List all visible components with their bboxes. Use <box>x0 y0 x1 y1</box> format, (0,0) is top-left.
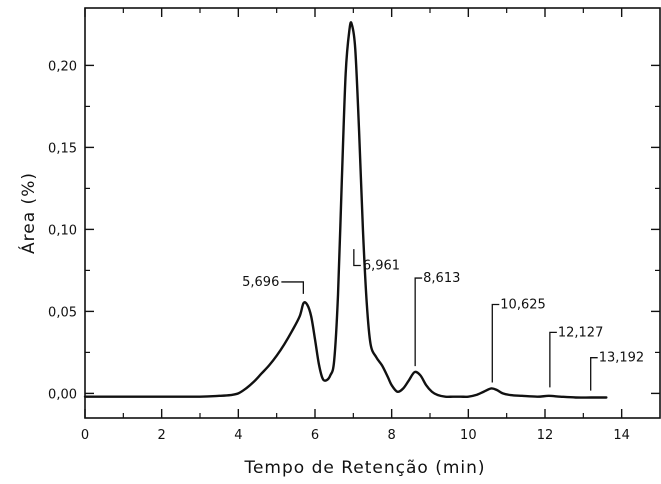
y-tick-label: 0,05 <box>48 305 77 320</box>
peak-annotations: 5,696 6,961 8,613 10,625 12,127 13,192 <box>242 249 644 391</box>
peak-label: 6,961 <box>363 258 400 273</box>
x-tick-label: 8 <box>388 428 396 443</box>
x-tick-label: 2 <box>158 428 166 443</box>
series-line <box>83 21 608 399</box>
leader-line <box>491 303 500 383</box>
y-tick-label: 0,00 <box>48 387 77 402</box>
y-tick-label: 0,20 <box>48 59 77 74</box>
peak-label: 10,625 <box>500 297 545 312</box>
peak-label: 8,613 <box>423 271 460 286</box>
axis-ticks <box>84 8 660 418</box>
peak-annotation: 12,127 <box>549 325 604 388</box>
y-tick-label: 0,15 <box>48 141 77 156</box>
leader-line <box>281 281 304 294</box>
leader-line <box>590 357 598 391</box>
leader-line <box>414 277 423 367</box>
tick-labels: 0 2 4 6 8 10 12 14 0,00 0,05 0,10 0,15 0,20 <box>48 59 630 443</box>
x-tick-label: 14 <box>613 428 630 443</box>
peak-label: 5,696 <box>242 275 279 290</box>
leader-line <box>353 249 361 267</box>
peak-annotation: 6,961 <box>353 249 400 273</box>
x-tick-label: 12 <box>537 428 554 443</box>
peak-annotation: 10,625 <box>491 297 546 383</box>
y-tick-label: 0,10 <box>48 223 77 238</box>
x-tick-label: 0 <box>81 428 89 443</box>
x-axis-title: Tempo de Retenção (min) <box>243 458 485 478</box>
peak-annotation: 8,613 <box>414 271 460 367</box>
leader-line <box>549 331 557 388</box>
peak-label: 12,127 <box>558 325 604 340</box>
y-axis-title: Área (%) <box>17 172 39 254</box>
x-tick-label: 6 <box>311 428 319 443</box>
peak-annotation: 5,696 <box>242 275 304 294</box>
plot-frame <box>84 7 661 419</box>
peak-label: 13,192 <box>599 351 645 366</box>
x-tick-label: 4 <box>234 428 242 443</box>
x-tick-label: 10 <box>460 428 477 443</box>
peak-annotation: 13,192 <box>590 351 645 391</box>
